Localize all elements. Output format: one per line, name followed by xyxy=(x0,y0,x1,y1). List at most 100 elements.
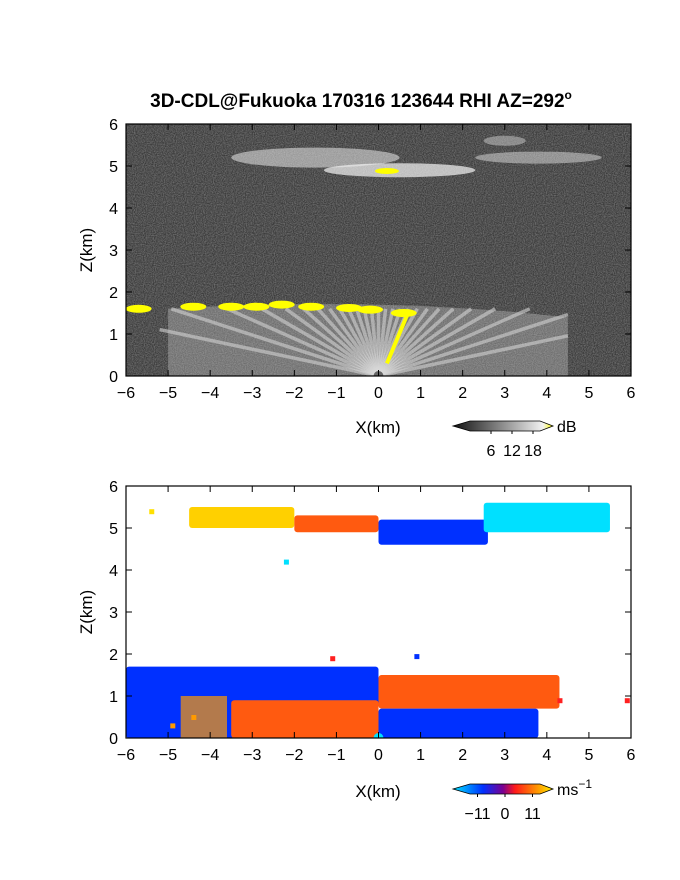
velocity-colorbar: ms−1 −11 0 11 xyxy=(451,777,592,823)
backscatter-xtick-label: −3 xyxy=(243,385,261,402)
backscatter-ray xyxy=(377,307,455,376)
backscatter-ray xyxy=(377,307,496,376)
velocity-xtick-label: −4 xyxy=(201,747,219,764)
backscatter-ray xyxy=(377,312,569,376)
velocity-speckle xyxy=(624,698,630,704)
backscatter-ray xyxy=(284,307,380,376)
velocity-xlabel: X(km) xyxy=(355,782,400,801)
backscatter-ray xyxy=(302,307,380,376)
velocity-region xyxy=(378,519,488,545)
backscatter-ray xyxy=(226,307,380,376)
backscatter-ray xyxy=(377,307,473,376)
backscatter-xtick-label: 4 xyxy=(542,385,551,402)
backscatter-colorbar-tick-label: 6 xyxy=(487,443,496,460)
velocity-speckle xyxy=(170,723,176,729)
backscatter-high-streak xyxy=(385,312,410,365)
backscatter-xtick-label: 0 xyxy=(374,385,383,402)
backscatter-xtick-label: −2 xyxy=(285,385,303,402)
velocity-speckle xyxy=(283,559,289,565)
velocity-region xyxy=(378,708,539,738)
backscatter-image xyxy=(126,124,631,376)
backscatter-cloud-patch xyxy=(483,135,526,146)
velocity-xtick-label: 6 xyxy=(627,747,636,764)
backscatter-boundary-layer xyxy=(168,304,568,376)
backscatter-colorbar-bar xyxy=(451,420,555,432)
velocity-xtick-label: 5 xyxy=(584,747,593,764)
velocity-ytick-label: 0 xyxy=(109,731,118,748)
velocity-xtick-label: −5 xyxy=(159,747,177,764)
velocity-colorbar-tick-label: 0 xyxy=(501,806,510,823)
velocity-panel: −6 −5 −4 −3 −2 −1 0 1 2 3 4 5 6 0 1 2 3 4 5 6 X(km) Z(km) m… xyxy=(77,479,636,823)
backscatter-xtick-label: −5 xyxy=(159,385,177,402)
backscatter-ytick-label: 0 xyxy=(109,369,118,386)
backscatter-high-patch xyxy=(298,302,325,311)
backscatter-xtick-label: −4 xyxy=(201,385,219,402)
backscatter-xtick-label: 3 xyxy=(500,385,509,402)
velocity-colorbar-tick-label: 11 xyxy=(524,806,541,823)
backscatter-ytick-label: 2 xyxy=(109,285,118,302)
velocity-colorbar-tick-label: −11 xyxy=(465,806,491,823)
velocity-image xyxy=(126,486,631,738)
velocity-region-fringe xyxy=(180,696,227,738)
velocity-colorbar-bar xyxy=(451,783,555,795)
backscatter-xtick-label: 6 xyxy=(627,385,636,402)
backscatter-high-patch xyxy=(180,302,207,311)
backscatter-ytick-label: 4 xyxy=(109,201,118,218)
backscatter-ray xyxy=(170,307,380,376)
velocity-xtick-label: −3 xyxy=(243,747,261,764)
backscatter-ray xyxy=(159,327,379,376)
backscatter-xlabel: X(km) xyxy=(355,418,400,437)
velocity-region xyxy=(294,515,379,533)
backscatter-xtick-label: −6 xyxy=(117,385,135,402)
backscatter-ytick-label: 3 xyxy=(109,243,118,260)
backscatter-ray xyxy=(377,307,531,376)
velocity-xtick-label: −6 xyxy=(117,747,135,764)
backscatter-high-core xyxy=(374,168,399,175)
backscatter-high-patch xyxy=(218,302,245,311)
backscatter-ylabel: Z(km) xyxy=(77,228,96,272)
backscatter-xtick-label: 5 xyxy=(584,385,593,402)
velocity-xtick-label: 2 xyxy=(458,747,467,764)
backscatter-cloud-layer xyxy=(231,147,400,168)
backscatter-xtick-label: −1 xyxy=(327,385,345,402)
velocity-xtick-label: −1 xyxy=(327,747,345,764)
velocity-ytick-label: 2 xyxy=(109,647,118,664)
backscatter-ytick-label: 1 xyxy=(109,327,118,344)
backscatter-cloud-layer-core xyxy=(323,163,476,178)
backscatter-high-patch xyxy=(357,305,384,314)
backscatter-colorbar-tick-label: 12 xyxy=(503,443,521,460)
backscatter-xtick-label: 1 xyxy=(416,385,425,402)
backscatter-ytick-label: 5 xyxy=(109,159,118,176)
backscatter-high-patch xyxy=(268,300,295,309)
velocity-xtick-label: 4 xyxy=(542,747,551,764)
backscatter-ray xyxy=(378,334,569,376)
velocity-speckle xyxy=(557,698,563,704)
figure-title: 3D-CDL@Fukuoka 170316 123644 RHI AZ=292o xyxy=(150,88,572,112)
velocity-xtick-label: 0 xyxy=(374,747,383,764)
velocity-region xyxy=(378,675,560,709)
backscatter-high-patch xyxy=(126,304,152,313)
velocity-ytick-label: 6 xyxy=(109,479,118,496)
velocity-xtick-label: 1 xyxy=(416,747,425,764)
velocity-ylabel: Z(km) xyxy=(77,590,96,634)
backscatter-high-patch xyxy=(243,302,270,311)
velocity-colorbar-unit: ms−1 xyxy=(557,777,592,799)
velocity-xtick-label: −2 xyxy=(285,747,303,764)
backscatter-colorbar-tick-label: 18 xyxy=(524,443,542,460)
velocity-ytick-label: 1 xyxy=(109,689,118,706)
velocity-region xyxy=(483,502,610,533)
backscatter-ytick-label: 6 xyxy=(109,117,118,134)
velocity-ytick-label: 5 xyxy=(109,521,118,538)
velocity-speckle xyxy=(414,654,420,660)
velocity-xtick-label: 3 xyxy=(500,747,509,764)
velocity-speckle xyxy=(330,656,336,662)
backscatter-ray xyxy=(261,307,380,376)
backscatter-colorbar: dB 6 12 18 xyxy=(451,419,577,460)
backscatter-colorbar-unit: dB xyxy=(557,419,577,436)
backscatter-cloud-layer-east xyxy=(475,151,602,164)
backscatter-xtick-label: 2 xyxy=(458,385,467,402)
backscatter-high-patch xyxy=(390,309,417,317)
velocity-speckle xyxy=(149,509,155,515)
